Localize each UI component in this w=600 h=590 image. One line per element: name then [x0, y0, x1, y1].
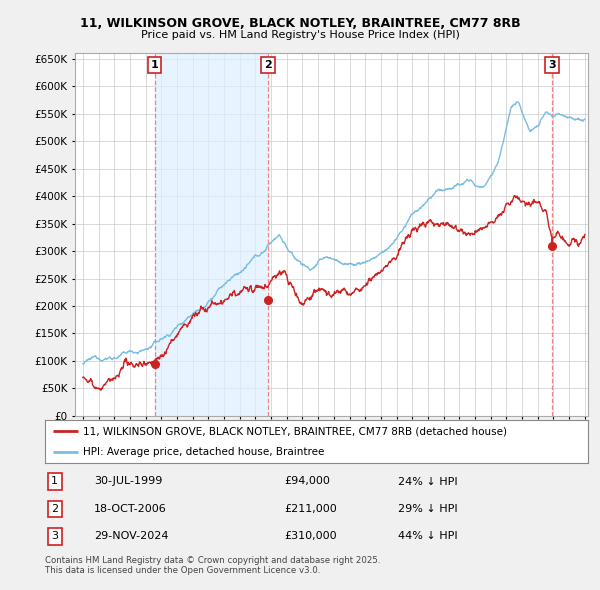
Text: 1: 1 — [51, 477, 58, 487]
Text: 1: 1 — [151, 60, 158, 70]
Text: 30-JUL-1999: 30-JUL-1999 — [94, 477, 162, 487]
Text: 3: 3 — [548, 60, 556, 70]
Text: 44% ↓ HPI: 44% ↓ HPI — [398, 531, 458, 541]
Text: 29-NOV-2024: 29-NOV-2024 — [94, 531, 169, 541]
Text: 11, WILKINSON GROVE, BLACK NOTLEY, BRAINTREE, CM77 8RB (detached house): 11, WILKINSON GROVE, BLACK NOTLEY, BRAIN… — [83, 427, 507, 436]
Text: 29% ↓ HPI: 29% ↓ HPI — [398, 504, 458, 514]
Text: £310,000: £310,000 — [284, 531, 337, 541]
Text: HPI: Average price, detached house, Braintree: HPI: Average price, detached house, Brai… — [83, 447, 325, 457]
Text: 2: 2 — [51, 504, 58, 514]
Text: 18-OCT-2006: 18-OCT-2006 — [94, 504, 167, 514]
Text: 11, WILKINSON GROVE, BLACK NOTLEY, BRAINTREE, CM77 8RB: 11, WILKINSON GROVE, BLACK NOTLEY, BRAIN… — [80, 17, 520, 30]
Bar — [155, 53, 268, 416]
Text: £211,000: £211,000 — [284, 504, 337, 514]
Text: 24% ↓ HPI: 24% ↓ HPI — [398, 477, 458, 487]
Text: Price paid vs. HM Land Registry's House Price Index (HPI): Price paid vs. HM Land Registry's House … — [140, 30, 460, 40]
Text: Contains HM Land Registry data © Crown copyright and database right 2025.
This d: Contains HM Land Registry data © Crown c… — [45, 556, 380, 575]
Text: £94,000: £94,000 — [284, 477, 330, 487]
Text: 2: 2 — [264, 60, 272, 70]
Text: 3: 3 — [51, 531, 58, 541]
